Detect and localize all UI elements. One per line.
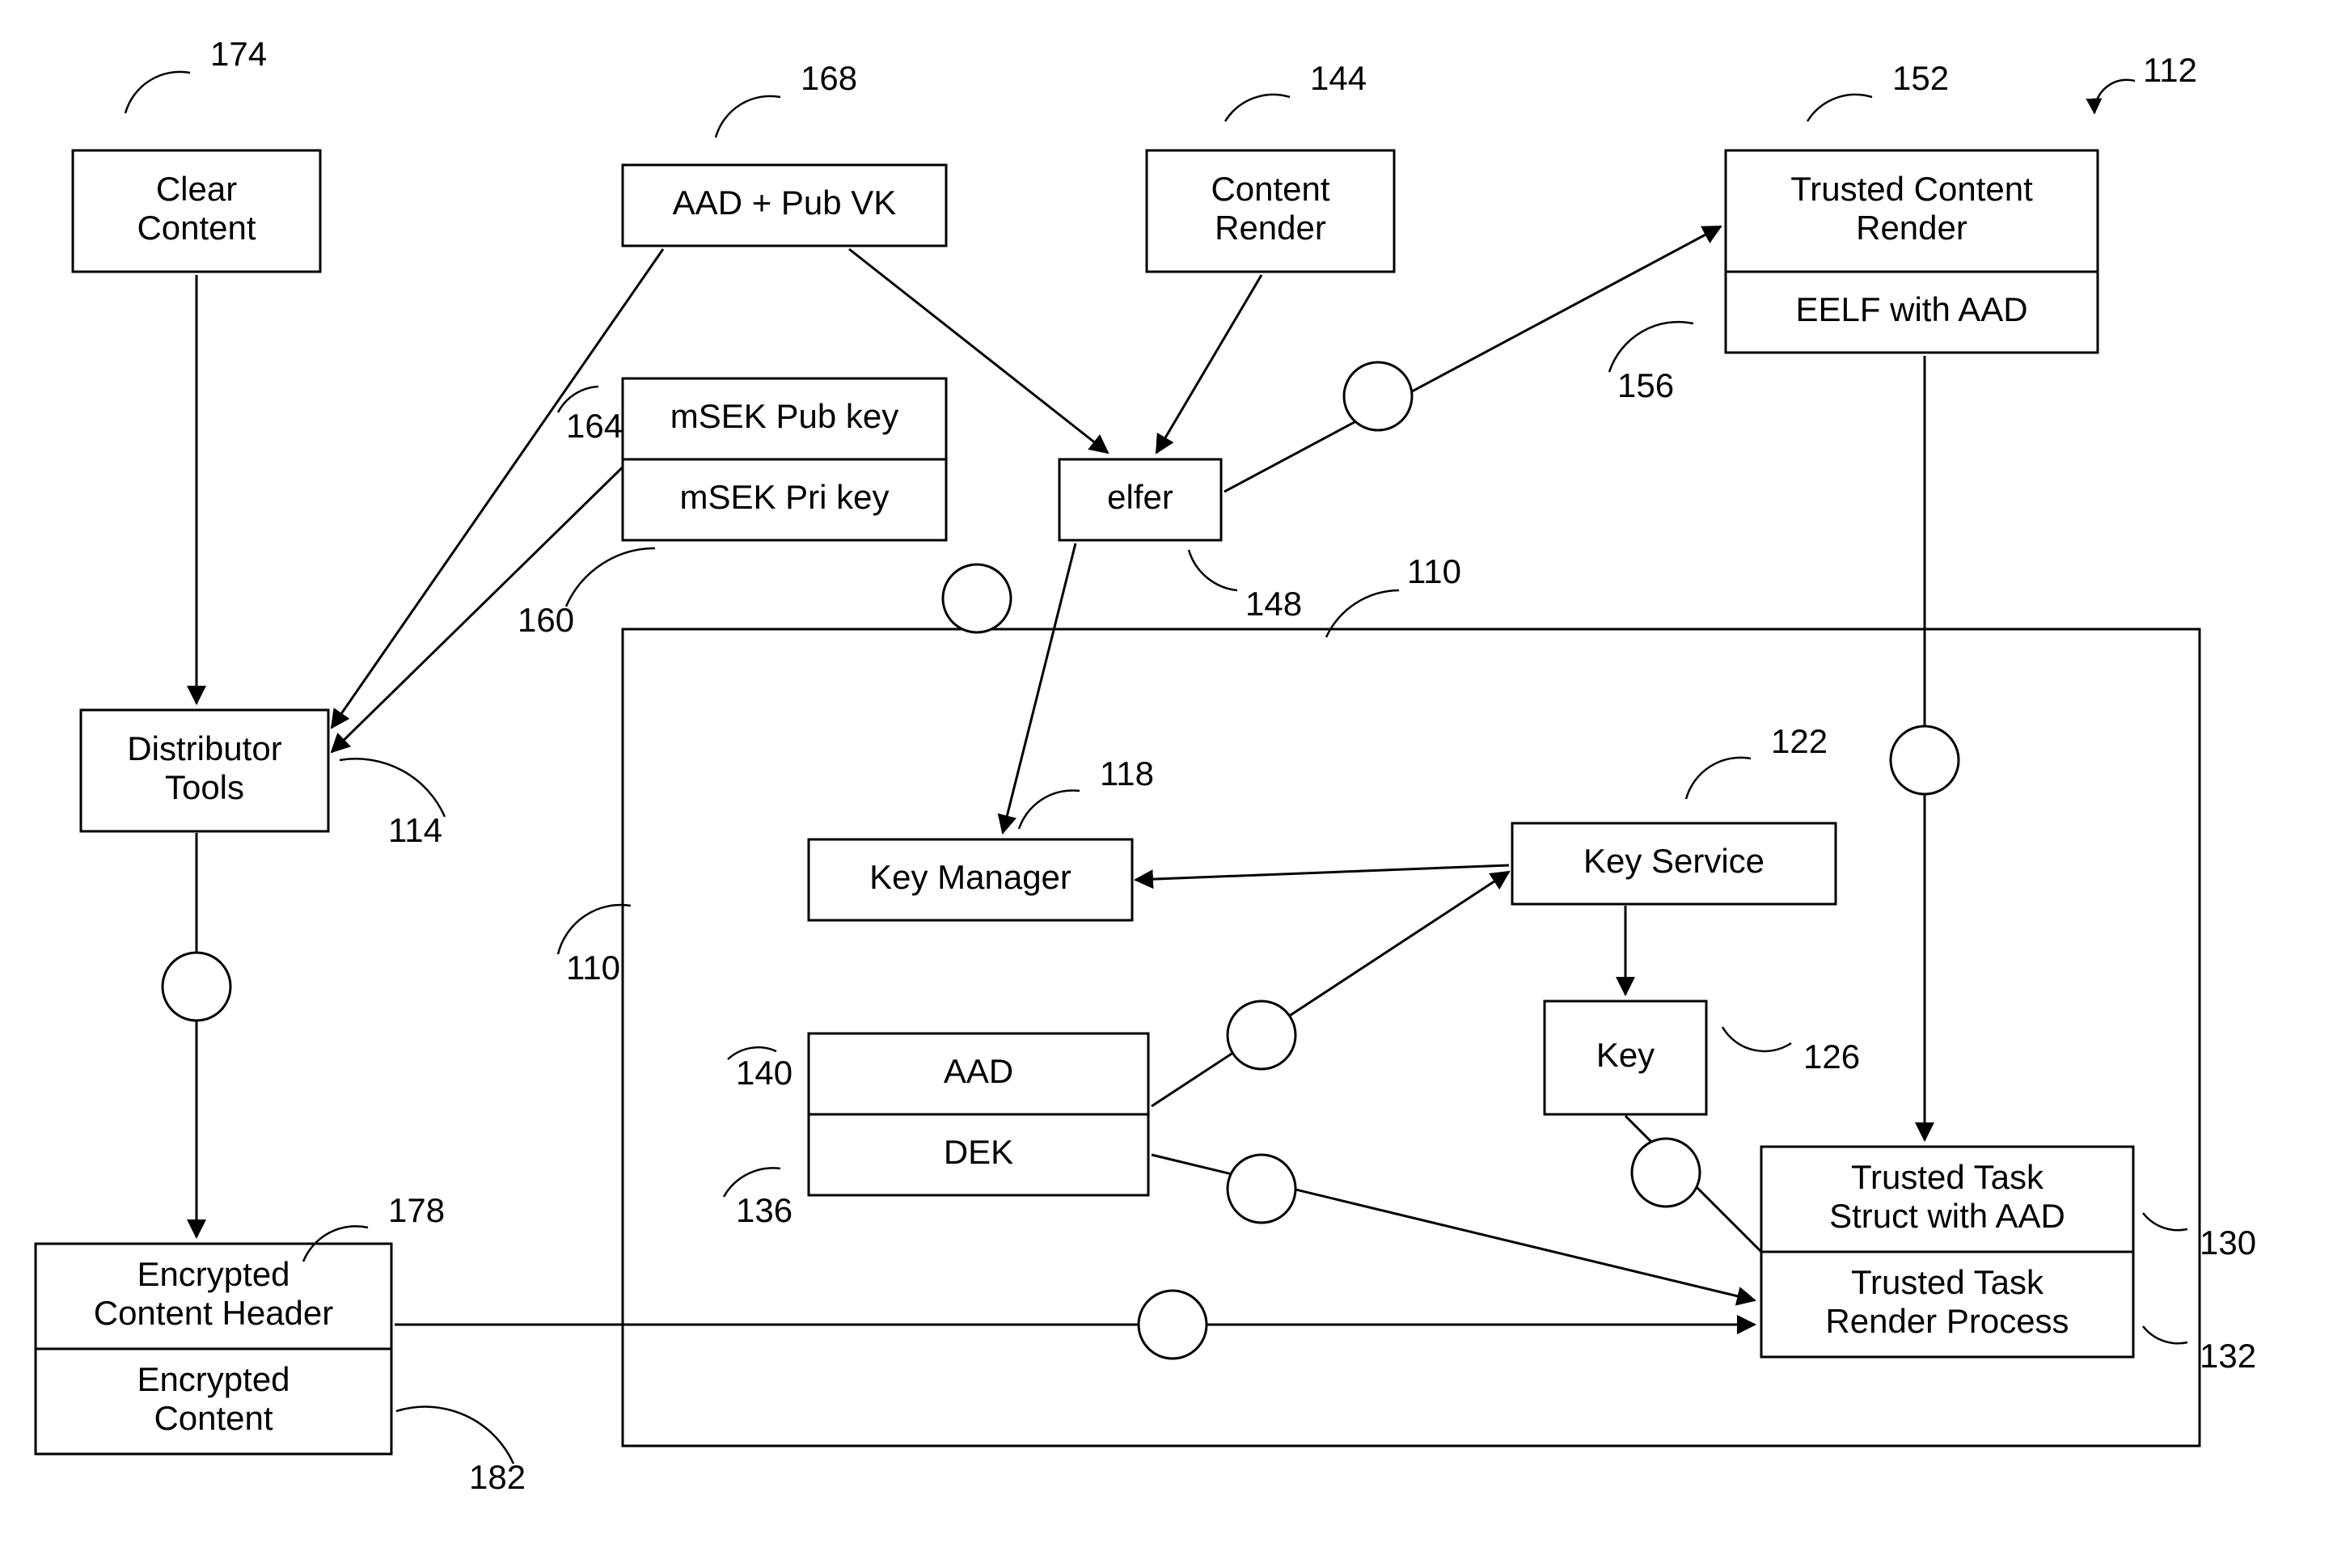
ref-174: 174 (125, 35, 267, 113)
ref-140: 140 (728, 1047, 792, 1092)
ref-148: 148 (1189, 550, 1302, 623)
ref-label: 126 (1803, 1038, 1860, 1076)
ref-label: 144 (1310, 59, 1367, 97)
node-label: Trusted Content (1790, 170, 2033, 208)
node-label: Key (1596, 1036, 1655, 1074)
node-label: EELF with AAD (1795, 290, 2027, 328)
ref-label: 130 (2200, 1224, 2256, 1262)
node-label: Key Manager (869, 858, 1071, 896)
node-label: Tools (165, 768, 244, 806)
node-label: DEK (944, 1133, 1013, 1171)
node-label: elfer (1107, 478, 1173, 516)
node-label: Render Process (1825, 1302, 2069, 1340)
edge (1003, 543, 1076, 833)
ref-164: 164 (558, 387, 623, 445)
node-label: Trusted Task (1851, 1158, 2044, 1196)
ref-label: 132 (2200, 1337, 2256, 1375)
node-distTools: DistributorTools (81, 710, 328, 831)
edge (332, 249, 663, 728)
node-label: Trusted Task (1851, 1263, 2044, 1301)
node-label: Render (1856, 209, 1967, 247)
ref-122: 122 (1686, 722, 1828, 799)
node-aad: AAD (809, 1033, 1148, 1114)
ref-126: 126 (1722, 1027, 1860, 1076)
ref-label: 122 (1771, 722, 1828, 760)
ref-114: 114 (340, 759, 445, 849)
node-ttStruct: Trusted TaskStruct with AAD (1761, 1147, 2133, 1252)
ref-label: 140 (736, 1054, 792, 1092)
node-label: Struct with AAD (1829, 1197, 2065, 1235)
ref-160: 160 (518, 548, 655, 639)
ref-156: 156 (1609, 322, 1693, 404)
node-trustedContent: Trusted ContentRender (1726, 150, 2098, 272)
ref-label: 168 (801, 59, 857, 97)
ref-110: 110 (558, 905, 631, 987)
ref-label: 114 (388, 811, 442, 849)
node-label: Render (1215, 209, 1326, 247)
node-label: Encrypted (137, 1255, 290, 1293)
ref-label: 174 (210, 35, 267, 73)
ref-label: 178 (388, 1191, 445, 1229)
node-ttRender: Trusted TaskRender Process (1761, 1252, 2133, 1357)
ref-label: 112 (2143, 51, 2197, 89)
ref-label: 110 (566, 949, 620, 987)
process-dot (163, 953, 230, 1021)
ref-182: 182 (396, 1407, 526, 1497)
ref-label: 160 (518, 601, 574, 639)
node-elfer: elfer (1059, 459, 1221, 540)
edge (1135, 865, 1509, 880)
node-keyService: Key Service (1512, 823, 1836, 904)
process-dot (1228, 1155, 1295, 1223)
node-clearContent: ClearContent (73, 150, 320, 272)
node-msekPri: mSEK Pri key (623, 459, 946, 540)
node-label: Content (154, 1399, 273, 1437)
node-key: Key (1545, 1001, 1706, 1114)
process-dot (1891, 726, 1959, 794)
node-encHeader: EncryptedContent Header (36, 1244, 391, 1349)
process-dot (943, 564, 1011, 632)
edge (1156, 275, 1262, 453)
node-keyManager: Key Manager (809, 839, 1132, 920)
process-dot (1139, 1291, 1207, 1359)
ref-110: 110 (1326, 552, 1461, 637)
ref-112: 112 (2094, 51, 2197, 113)
node-label: Content (1211, 170, 1329, 208)
node-label: AAD + Pub VK (673, 184, 897, 222)
ref-label: 148 (1245, 585, 1302, 623)
ref-label: 136 (736, 1191, 792, 1229)
node-label: Content Header (94, 1294, 334, 1332)
ref-168: 168 (716, 59, 857, 137)
ref-label: 156 (1617, 366, 1674, 404)
node-label: Encrypted (137, 1360, 290, 1398)
edge (1152, 872, 1509, 1106)
node-label: mSEK Pri key (679, 478, 889, 516)
node-contentRender: ContentRender (1147, 150, 1394, 272)
node-aadPubVK: AAD + Pub VK (623, 165, 946, 246)
node-label: Clear (156, 170, 237, 208)
ref-label: 110 (1407, 552, 1461, 590)
node-label: mSEK Pub key (670, 397, 898, 435)
node-label: Content (137, 209, 256, 247)
ref-144: 144 (1225, 59, 1367, 121)
process-dot (1228, 1001, 1295, 1069)
node-dek: DEK (809, 1114, 1148, 1195)
node-msekPub: mSEK Pub key (623, 378, 946, 459)
ref-label: 118 (1100, 754, 1154, 792)
node-label: Distributor (127, 729, 281, 767)
ref-152: 152 (1807, 59, 1949, 121)
process-dot (1344, 362, 1412, 430)
node-encContent: EncryptedContent (36, 1349, 391, 1454)
ref-label: 152 (1892, 59, 1949, 97)
ref-label: 182 (469, 1458, 526, 1496)
flowchart-diagram: ClearContentAAD + Pub VKContentRenderTru… (0, 0, 2333, 1568)
node-eelf: EELF with AAD (1726, 272, 2098, 353)
process-dot (1632, 1139, 1700, 1207)
node-label: Key Service (1583, 842, 1765, 880)
node-label: AAD (944, 1052, 1013, 1090)
ref-label: 164 (566, 407, 623, 445)
ref-136: 136 (724, 1168, 792, 1229)
ref-118: 118 (1019, 754, 1154, 829)
